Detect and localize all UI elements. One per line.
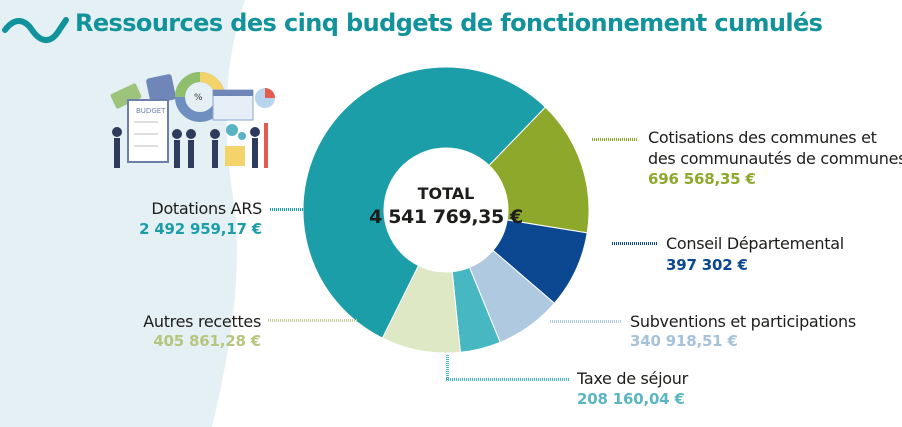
leader-line-taxe-vertical (446, 354, 449, 380)
label-subventions: Subventions et participations (630, 312, 856, 331)
value-subventions: 340 918,51 € (630, 332, 738, 350)
budget-text: BUDGET (136, 107, 166, 115)
label-cotisations-line1: Cotisations des communes et (648, 128, 877, 147)
value-cotisations: 696 568,35 € (648, 170, 756, 188)
leader-line-conseil (612, 242, 658, 245)
label-dotations: Dotations ARS (151, 199, 262, 218)
center-total-value: 4 541 769,35 € (369, 206, 523, 228)
label-cotisations-line2: des communautés de communes (648, 149, 902, 168)
leader-line-subventions (550, 320, 622, 323)
wave-logo-icon (2, 17, 69, 43)
page-title: Ressources des cinq budgets de fonctionn… (75, 9, 823, 37)
budget-illustration: BUDGET % (110, 72, 275, 168)
value-taxe: 208 160,04 € (577, 390, 685, 408)
leader-line-taxe (446, 378, 570, 381)
center-total-label: TOTAL (417, 184, 475, 203)
label-conseil: Conseil Départemental (666, 234, 844, 253)
leader-line-cotisations (592, 138, 638, 141)
value-conseil: 397 302 € (666, 256, 748, 274)
percent-text: % (194, 93, 203, 103)
leader-line-dotations (270, 208, 318, 211)
value-autres: 405 861,28 € (153, 332, 261, 350)
leader-line-autres (268, 319, 358, 322)
donut-slice-dotations (302, 66, 547, 339)
label-autres: Autres recettes (143, 312, 261, 331)
value-dotations: 2 492 959,17 € (139, 220, 262, 238)
label-taxe: Taxe de séjour (577, 369, 688, 388)
